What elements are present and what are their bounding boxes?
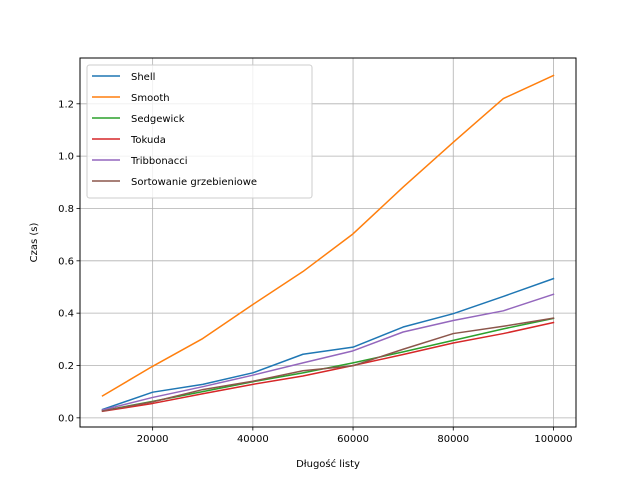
x-tick-label: 80000 xyxy=(437,434,469,445)
legend-label: Smooth xyxy=(131,93,170,104)
series-layer xyxy=(101,74,555,413)
plot-frame xyxy=(79,57,577,428)
legend-label: Tokuda xyxy=(130,135,166,146)
legend-box xyxy=(86,64,313,199)
series-line-sortowanie-grzebieniowe xyxy=(101,317,555,412)
legend-label: Sedgewick xyxy=(131,114,185,125)
y-tick-label: 0.0 xyxy=(58,413,74,424)
series-line-shell xyxy=(101,277,555,411)
y-tick-label: 0.2 xyxy=(58,361,74,372)
ticks-layer: 20000 40000 60000 80000 100000 0.0 0.2 0.4 0.6 0.… xyxy=(58,99,572,445)
x-tick-label: 60000 xyxy=(337,434,369,445)
x-axis-title: Długość listy xyxy=(296,458,360,470)
y-tick-label: 0.4 xyxy=(58,309,74,320)
x-tick-label: 100000 xyxy=(534,434,572,445)
legend-label: Tribbonacci xyxy=(130,156,188,167)
y-tick-label: 1.2 xyxy=(58,99,74,110)
y-tick-label: 0.6 xyxy=(58,256,74,267)
x-tick-label: 40000 xyxy=(237,434,269,445)
legend-label: Shell xyxy=(131,72,155,83)
series-line-tribbonacci xyxy=(101,293,555,411)
grid-layer xyxy=(80,58,576,427)
x-tick-label: 20000 xyxy=(137,434,169,445)
legend-label: Sortowanie grzebieniowe xyxy=(131,177,257,188)
series-line-smooth xyxy=(101,74,555,397)
legend: Shell Smooth Sedgewick Tokuda Tribbonacci Sor… xyxy=(86,64,313,199)
y-tick-label: 0.8 xyxy=(58,204,74,215)
y-tick-label: 1.0 xyxy=(58,152,74,163)
series-line-tokuda xyxy=(101,321,555,413)
y-axis-title: Czas (s) xyxy=(29,223,40,263)
